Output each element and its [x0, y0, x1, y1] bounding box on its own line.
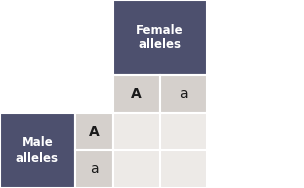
Bar [75, 113, 113, 150]
Text: a: a [90, 162, 98, 176]
Bar [0, 75, 113, 113]
Bar [160, 113, 207, 150]
Text: Female
alleles: Female alleles [136, 24, 184, 52]
Bar [113, 113, 160, 150]
Bar [113, 75, 160, 113]
Bar [113, 0, 207, 75]
Text: A: A [131, 87, 142, 101]
Bar [207, 0, 304, 75]
Text: a: a [179, 87, 188, 101]
Bar [113, 150, 160, 188]
Bar [207, 75, 304, 113]
Bar [0, 113, 75, 188]
Bar [207, 150, 304, 188]
Bar [0, 0, 113, 113]
Text: A: A [89, 124, 99, 139]
Bar [207, 113, 304, 150]
Text: Male
alleles: Male alleles [16, 136, 59, 164]
Bar [160, 150, 207, 188]
Bar [75, 150, 113, 188]
Bar [160, 75, 207, 113]
